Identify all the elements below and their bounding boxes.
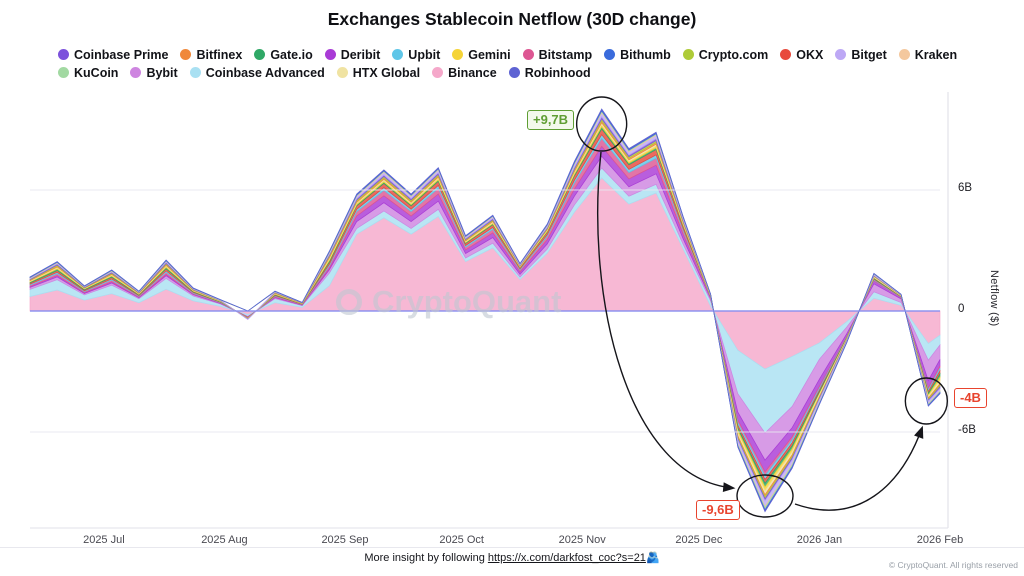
legend-item-label: Kraken	[914, 47, 958, 62]
legend-item-binance[interactable]: Binance	[432, 66, 497, 80]
legend-dot-icon	[780, 49, 792, 60]
x-tick-label: 2026 Jan	[796, 534, 843, 546]
legend-dot-icon	[324, 49, 336, 60]
legend-dot-icon	[254, 49, 266, 60]
legend-item-label: Bitfinex	[196, 47, 243, 62]
hug-emoji: 🫂	[645, 552, 660, 564]
legend-row: Coinbase Prime Bitfinex Gate.io Deribit Upbi…	[58, 47, 988, 63]
legend-item-bithumb[interactable]: Bithumb	[604, 48, 671, 62]
legend-item-kucoin[interactable]: KuCoin	[58, 66, 118, 80]
legend-item-label: Crypto.com	[698, 47, 769, 62]
legend-item-label: Gemini	[468, 47, 511, 62]
y-axis-title: Netflow ($)	[988, 270, 1000, 327]
legend-item-crypto-com[interactable]: Crypto.com	[682, 47, 769, 62]
legend-dot-icon	[180, 49, 192, 60]
legend-item-label: Deribit	[340, 47, 381, 62]
legend-item-label: Bitget	[851, 47, 887, 62]
annotation-trough-label: -9,6B	[696, 500, 740, 520]
legend-dot-icon	[336, 67, 348, 78]
legend-item-coinbase-advanced[interactable]: Coinbase Advanced	[189, 65, 325, 80]
y-tick-label: 6B	[958, 181, 973, 194]
annotation-current-label: -4B	[954, 388, 987, 408]
legend-item-label: Coinbase Prime	[74, 47, 169, 62]
legend-dot-icon	[58, 49, 69, 60]
legend-item-label: Upbit	[408, 47, 441, 62]
legend-item-bitstamp[interactable]: Bitstamp	[522, 47, 593, 62]
legend-item-label: Coinbase Advanced	[205, 65, 325, 80]
legend-dot-icon	[392, 49, 404, 60]
annotation-peak-label: +9,7B	[527, 110, 575, 130]
legend-item-label: OKX	[796, 47, 824, 62]
y-tick-label: 0	[958, 303, 965, 315]
legend-item-bybit[interactable]: Bybit	[130, 65, 178, 80]
legend-item-bitget[interactable]: Bitget	[835, 47, 887, 62]
footer-note: More insight by following https://x.com/…	[0, 551, 1024, 564]
x-tick-label: 2025 Aug	[201, 534, 248, 546]
legend-dot-icon	[432, 67, 444, 78]
x-tick-label: 2025 Dec	[675, 534, 723, 546]
legend-item-robinhood[interactable]: Robinhood	[508, 65, 591, 80]
legend-item-label: KuCoin	[74, 65, 119, 80]
legend-item-upbit[interactable]: Upbit	[392, 48, 440, 62]
legend-item-deribit[interactable]: Deribit	[324, 47, 381, 62]
legend-item-htx-global[interactable]: HTX Global	[336, 65, 421, 80]
footer-note-prefix: More insight by following	[364, 552, 488, 564]
legend-item-bitfinex[interactable]: Bitfinex	[180, 48, 242, 62]
legend-item-gemini[interactable]: Gemini	[452, 47, 511, 62]
legend: Coinbase Prime Bitfinex Gate.io Deribit Upbi…	[58, 47, 988, 83]
page-title: Exchanges Stablecoin Netflow (30D change…	[327, 9, 697, 29]
legend-dot-icon	[508, 67, 520, 78]
legend-dot-icon	[452, 49, 464, 60]
x-tick-label: 2026 Feb	[916, 534, 964, 546]
x-tick-label: 2025 Sep	[321, 534, 369, 546]
x-tick-label: 2025 Nov	[558, 534, 606, 546]
legend-dot-icon	[835, 49, 847, 60]
legend-item-label: Binance	[448, 65, 497, 80]
legend-item-okx[interactable]: OKX	[780, 48, 823, 62]
legend-dot-icon	[130, 67, 142, 78]
legend-dot-icon	[898, 49, 910, 60]
legend-dot-icon	[58, 67, 69, 78]
legend-item-label: Robinhood	[524, 65, 591, 80]
x-tick-label: 2025 Jul	[83, 534, 125, 546]
legend-item-gate-io[interactable]: Gate.io	[254, 47, 313, 62]
copyright: © CryptoQuant. All rights reserved	[888, 560, 1018, 570]
legend-dot-icon	[189, 67, 201, 78]
legend-item-label: Bybit	[146, 65, 178, 80]
legend-dot-icon	[682, 49, 694, 60]
legend-item-label: Bithumb	[620, 47, 671, 62]
netflow-stacked-area-plot[interactable]	[25, 88, 955, 534]
legend-item-kraken[interactable]: Kraken	[898, 47, 958, 62]
legend-dot-icon	[522, 49, 534, 60]
legend-item-label: HTX Global	[352, 65, 421, 80]
legend-item-coinbase-prime[interactable]: Coinbase Prime	[58, 48, 168, 62]
x-tick-label: 2025 Oct	[439, 534, 484, 546]
legend-dot-icon	[604, 49, 616, 60]
legend-item-label: Gate.io	[270, 47, 313, 62]
footer-link[interactable]: https://x.com/darkfost_coc?s=21	[487, 552, 646, 564]
y-tick-label: -6B	[958, 424, 976, 437]
footer-divider	[0, 547, 1024, 548]
legend-item-label: Bitstamp	[538, 47, 593, 62]
legend-row: KuCoin Bybit Coinbase Advanced HTX Global Bi…	[58, 65, 988, 81]
